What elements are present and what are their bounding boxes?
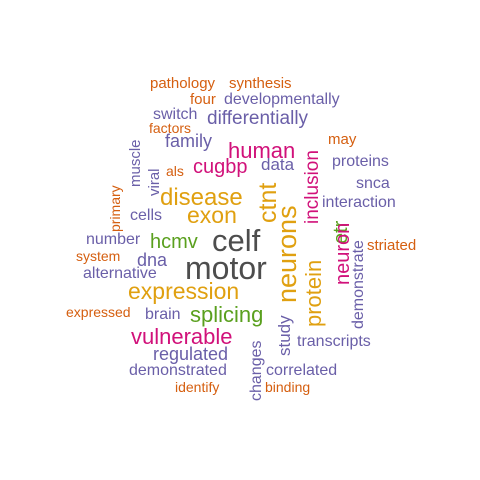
word-proteins: proteins [332, 153, 389, 170]
word-splicing: splicing [190, 302, 264, 327]
word-developmentally: developmentally [224, 91, 340, 108]
word-system: system [76, 248, 121, 264]
word-cells: cells [130, 207, 163, 224]
word-cugbp: cugbp [193, 156, 248, 178]
word-differentially: differentially [207, 108, 309, 129]
word-vulnerable: vulnerable [131, 324, 233, 349]
word-factors: factors [149, 120, 192, 136]
word-viral: viral [146, 168, 163, 196]
word-human: human [228, 138, 296, 163]
word-binding: binding [265, 379, 311, 395]
word-correlated: correlated [266, 362, 338, 379]
word-dna: dna [137, 250, 168, 270]
word-synthesis: synthesis [229, 75, 292, 92]
word-als: als [166, 163, 184, 179]
word-disease: disease [160, 184, 243, 211]
word-changes: changes [248, 340, 265, 402]
word-may: may [328, 131, 357, 148]
word-neurons: neurons [272, 205, 302, 303]
word-exon: exon [187, 202, 237, 228]
word-brain: brain [145, 306, 181, 323]
word-striated: striated [367, 237, 417, 254]
word-inclusion: inclusion [302, 150, 323, 224]
word-identify: identify [175, 379, 220, 395]
word-demonstrate: demonstrate [350, 240, 367, 329]
word-expressed: expressed [66, 304, 131, 320]
word-family: family [165, 131, 213, 151]
word-four: four [190, 91, 216, 108]
word-demonstrated: demonstrated [129, 362, 227, 379]
word-hcmv: hcmv [150, 231, 198, 253]
word-switch: switch [153, 106, 198, 123]
word-interaction: interaction [322, 194, 396, 211]
word-regulated: regulated [153, 344, 229, 364]
word-alternative: alternative [83, 265, 157, 282]
word-study: study [275, 315, 294, 356]
word-expression: expression [128, 278, 240, 304]
word-primary: primary [107, 185, 123, 232]
word-snca: snca [356, 175, 390, 192]
word-motor: motor [185, 250, 267, 286]
word-celf: celf [212, 223, 261, 258]
word-protein: protein [301, 259, 326, 327]
word-pathology: pathology [150, 75, 216, 92]
word-data: data [261, 155, 295, 174]
word-muscle: muscle [127, 139, 144, 187]
word-transcripts: transcripts [297, 333, 371, 350]
word-number: number [86, 231, 141, 248]
